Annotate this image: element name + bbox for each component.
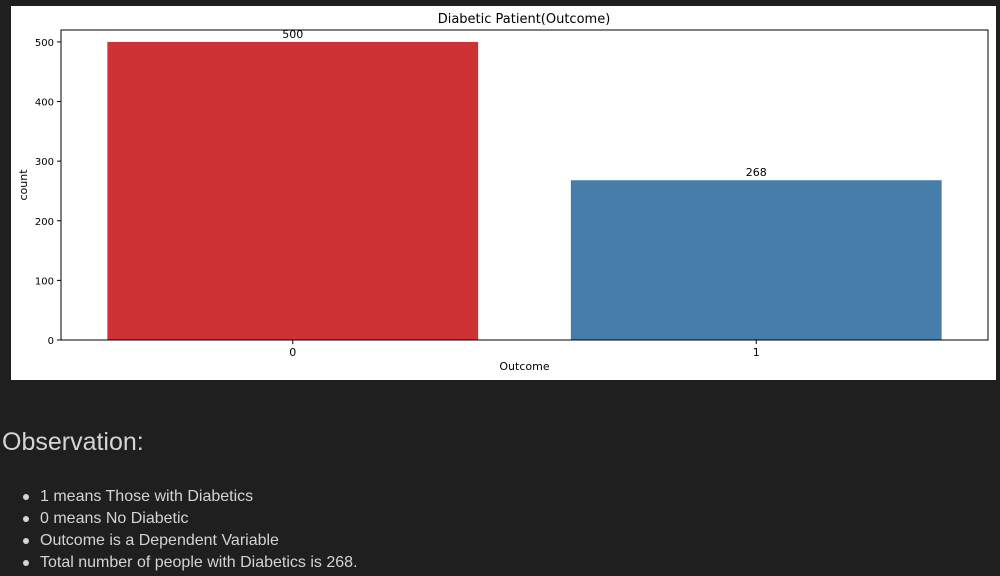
data-label-0: 500 (282, 28, 303, 41)
observation-item: 0 means No Diabetic (23, 508, 992, 530)
observation-section: Observation: 1 means Those with Diabetic… (2, 424, 992, 574)
observation-list: 1 means Those with Diabetics 0 means No … (2, 486, 992, 574)
x-tick-label: 1 (753, 346, 760, 359)
bar-1 (570, 180, 942, 340)
observation-item: Total number of people with Diabetics is… (23, 552, 992, 574)
chart-panel: Diabetic Patient(Outcome) 500 268 0 100 200… (11, 6, 996, 380)
x-axis-label: Outcome (499, 360, 549, 373)
data-labels-layer: 500 268 (282, 28, 767, 179)
x-tick-label: 0 (289, 346, 296, 359)
y-tick-label: 400 (35, 98, 54, 109)
y-tick-label: 300 (35, 157, 54, 168)
y-tick-label: 100 (35, 276, 54, 287)
bars-layer (107, 41, 942, 341)
y-tick-label: 500 (35, 38, 54, 49)
observation-heading: Observation: (2, 428, 144, 456)
y-tick-label: 0 (48, 336, 54, 347)
y-axis-label: count (17, 169, 30, 201)
y-tick-label: 200 (35, 217, 54, 228)
plot-frame (60, 29, 989, 341)
data-label-1: 268 (746, 166, 767, 179)
y-axis: 0 100 200 300 400 500 (35, 38, 61, 347)
bar-0 (107, 41, 479, 341)
observation-item: 1 means Those with Diabetics (23, 486, 992, 508)
chart-title: Diabetic Patient(Outcome) (438, 12, 611, 27)
observation-item: Outcome is a Dependent Variable (23, 530, 992, 552)
